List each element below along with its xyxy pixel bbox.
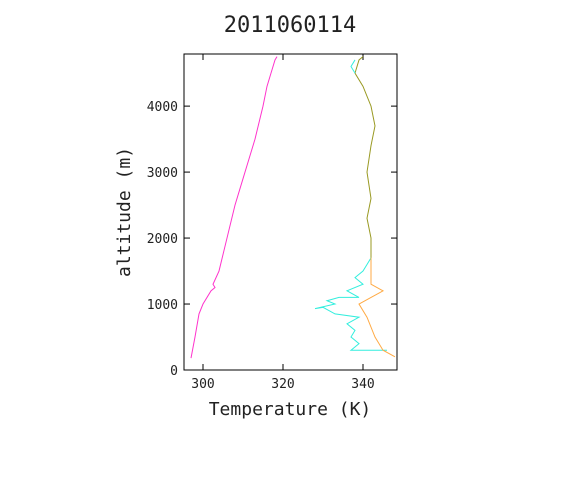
profile-line — [354, 56, 376, 258]
x-axis-label: Temperature (K) — [209, 399, 372, 420]
x-tick-label: 340 — [351, 377, 374, 392]
y-tick-label: 2000 — [147, 232, 178, 247]
y-axis-label: altitude (m) — [114, 147, 135, 277]
profile-line — [350, 59, 356, 74]
profile-line — [314, 257, 387, 351]
plot-frame — [183, 53, 398, 371]
profile-line — [190, 56, 278, 359]
chart-title: 2011060114 — [224, 13, 356, 38]
x-tick-label: 320 — [271, 377, 294, 392]
y-tick-label: 3000 — [147, 166, 178, 181]
y-tick-label: 0 — [170, 364, 178, 379]
profile-line — [358, 257, 396, 358]
y-tick-label: 4000 — [147, 100, 178, 115]
y-tick-label: 1000 — [147, 298, 178, 313]
x-tick-label: 300 — [191, 377, 214, 392]
